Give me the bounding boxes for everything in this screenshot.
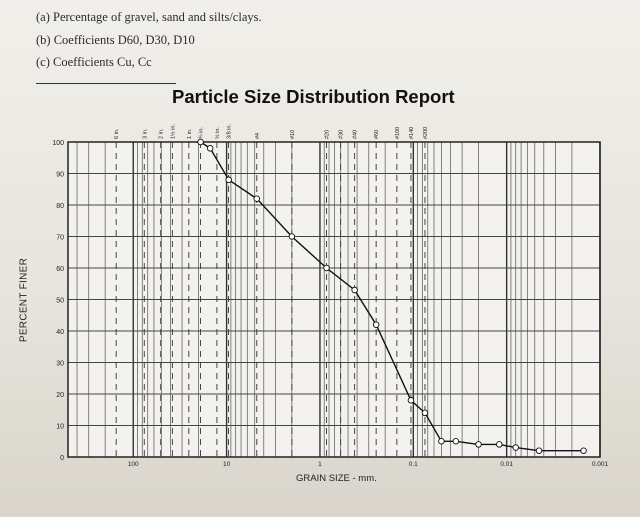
sieve-label: #4: [255, 133, 261, 139]
data-point: [452, 438, 460, 445]
sieve-label: ¾ in.: [198, 127, 204, 139]
x-tick-label: 0.001: [592, 461, 609, 468]
sieve-label: 2 in.: [159, 128, 165, 139]
x-tick-label: 1: [318, 461, 322, 468]
data-point: [372, 321, 380, 328]
data-point: [421, 409, 429, 417]
chart-title: Particle Size Distribution Report: [172, 86, 455, 107]
x-tick-label: 0.01: [500, 461, 513, 468]
plot-frame: [67, 141, 601, 458]
sieve-label: #40: [353, 130, 359, 139]
data-point: [197, 138, 204, 146]
sieve-label: ½ in.: [214, 127, 221, 139]
sieve-label: 3 in.: [142, 128, 148, 139]
y-tick-label: 30: [56, 361, 64, 368]
divider-line: [36, 83, 176, 84]
sieve-label: 1 in.: [187, 128, 193, 139]
sieve-label: #20: [325, 130, 331, 139]
data-point: [580, 447, 587, 454]
data-point: [407, 397, 415, 404]
data-point: [475, 441, 482, 448]
data-point: [351, 286, 358, 294]
sieve-label: #60: [374, 130, 380, 139]
data-point: [225, 176, 232, 184]
data-point: [512, 444, 519, 451]
x-tick-label: 100: [128, 461, 139, 468]
data-point: [253, 195, 261, 202]
x-axis-label: GRAIN SIZE - mm.: [296, 473, 377, 484]
y-tick-label: 20: [56, 392, 64, 399]
sieve-label: #200: [423, 127, 429, 139]
y-tick-label: 0: [60, 455, 64, 462]
data-point: [288, 233, 296, 240]
y-tick-label: 80: [56, 203, 64, 210]
y-tick-label: 10: [56, 424, 64, 431]
data-point: [206, 145, 214, 152]
y-tick-label: 50: [56, 298, 64, 305]
data-point: [438, 438, 445, 445]
x-tick-label: 0.1: [409, 461, 418, 468]
sieve-label: #30: [339, 130, 345, 139]
question-a: (a) Percentage of gravel, sand and silts…: [36, 10, 262, 24]
sieve-label: #10: [290, 130, 296, 139]
sieve-label: #140: [409, 127, 415, 139]
sieve-label: 3/8 in.: [227, 124, 233, 139]
data-point: [496, 441, 503, 448]
y-tick-label: 40: [56, 329, 64, 336]
question-b: (b) Coefficients D60, D30, D10: [36, 33, 195, 47]
y-axis-label: PERCENT FINER: [18, 257, 30, 343]
y-tick-label: 60: [56, 266, 64, 273]
sieve-label: 6 in.: [114, 128, 120, 139]
data-point: [535, 447, 543, 454]
data-point: [323, 264, 330, 272]
sieve-label: 1½ in.: [169, 124, 176, 139]
y-tick-label: 70: [56, 235, 64, 242]
question-c: (c) Coefficients Cu, Cc: [36, 55, 152, 69]
y-tick-label: 100: [52, 140, 64, 147]
sieve-label: #100: [395, 127, 401, 139]
y-tick-label: 90: [56, 172, 64, 179]
x-tick-label: 10: [223, 461, 231, 468]
